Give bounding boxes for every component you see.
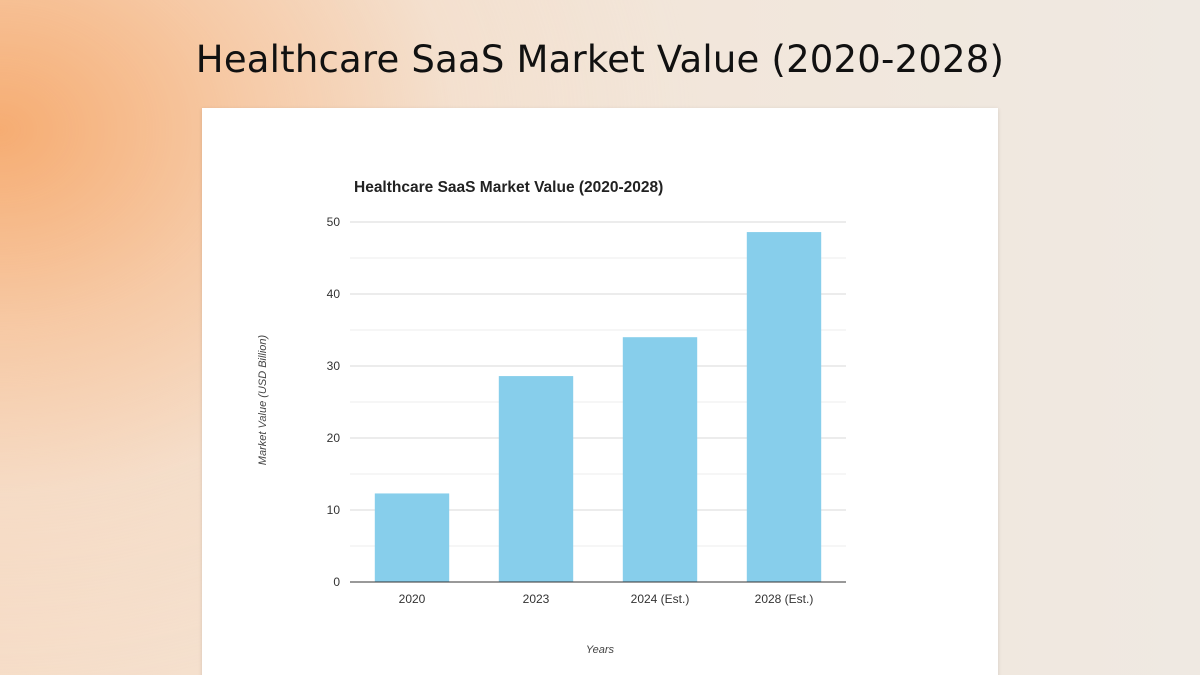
bar-layer — [374, 232, 822, 582]
page-title: Healthcare SaaS Market Value (2020-2028) — [195, 38, 1005, 81]
chart-title: Healthcare SaaS Market Value (2020-2028) — [354, 179, 663, 196]
bar-2023[interactable] — [498, 376, 574, 582]
y-tick-label: 30 — [327, 359, 341, 373]
bar-chart: Healthcare SaaS Market Value (2020-2028)… — [257, 179, 846, 656]
bar-2024-est[interactable] — [622, 337, 698, 582]
chart-card: Healthcare SaaS Market Value (2020-2028)… — [202, 108, 998, 675]
x-tick-label: 2028 (Est.) — [755, 592, 814, 606]
x-tick-labels: 2020 2023 2024 (Est.) 2028 (Est.) — [399, 592, 814, 606]
y-tick-label: 50 — [327, 215, 341, 229]
bar-2020[interactable] — [374, 493, 450, 582]
x-tick-label: 2024 (Est.) — [631, 592, 690, 606]
y-tick-label: 10 — [327, 503, 341, 517]
x-axis-label: Years — [586, 644, 615, 656]
y-tick-label: 40 — [327, 287, 341, 301]
x-tick-label: 2020 — [399, 592, 426, 606]
y-tick-labels: 0 10 20 30 40 50 — [327, 215, 341, 589]
x-tick-label: 2023 — [523, 592, 550, 606]
y-axis-label: Market Value (USD Billion) — [257, 334, 269, 465]
bar-2028-est[interactable] — [746, 232, 822, 582]
y-tick-label: 20 — [327, 431, 341, 445]
y-tick-label: 0 — [333, 575, 340, 589]
